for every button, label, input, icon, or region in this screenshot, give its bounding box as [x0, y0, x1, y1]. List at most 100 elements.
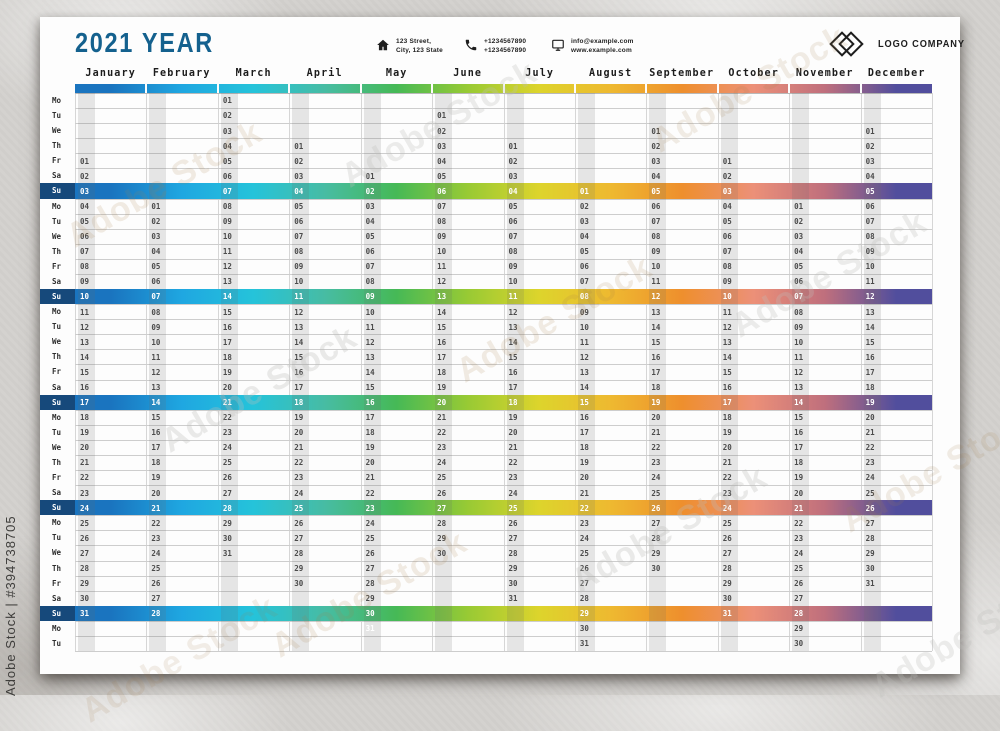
day-cell-december-30: 30	[865, 563, 875, 573]
sunday-band	[75, 500, 932, 516]
day-cell-april-13: 13	[294, 322, 304, 332]
day-cell-march-20: 20	[222, 382, 232, 392]
day-cell-august-21: 21	[579, 488, 589, 498]
day-cell-october-26: 26	[722, 533, 732, 543]
grid-row-line	[75, 153, 932, 155]
day-cell-november-11: 11	[794, 352, 804, 362]
day-cell-october-24: 24	[722, 503, 732, 513]
day-cell-december-20: 20	[865, 413, 875, 423]
day-cell-may-24: 24	[365, 518, 375, 528]
phone-line1: +1234567890	[484, 38, 527, 45]
weekday-label: Th	[52, 563, 62, 573]
weekday-label: Tu	[52, 638, 62, 648]
day-cell-may-19: 19	[365, 443, 375, 453]
day-cell-august-26: 26	[579, 563, 589, 573]
day-cell-august-23: 23	[579, 518, 589, 528]
header-bar-gap	[645, 84, 648, 93]
day-cell-december-22: 22	[865, 443, 875, 453]
day-cell-march-4: 04	[222, 141, 232, 151]
day-cell-july-2: 02	[508, 156, 518, 166]
month-header-august: August	[588, 67, 633, 79]
day-cell-may-31: 31	[365, 624, 375, 634]
sunday-label-box	[40, 183, 75, 199]
weekday-label: Fr	[52, 367, 62, 377]
column-border-line	[360, 93, 362, 651]
day-cell-october-25: 25	[722, 518, 732, 528]
month-header-november: November	[795, 67, 854, 79]
phone-icon	[465, 39, 477, 51]
day-cell-june-28: 28	[437, 518, 447, 528]
weekday-label: Su	[52, 608, 62, 618]
month-header-february: February	[153, 67, 211, 79]
day-cell-september-2: 02	[651, 141, 661, 151]
day-cell-september-15: 15	[651, 337, 661, 347]
day-cell-march-7: 07	[222, 186, 232, 196]
day-cell-june-5: 05	[437, 171, 447, 181]
day-cell-june-27: 27	[437, 503, 447, 513]
grid-row-line	[75, 138, 932, 140]
grid-row-line	[75, 650, 932, 652]
day-cell-september-27: 27	[651, 518, 661, 528]
day-cell-december-15: 15	[865, 337, 875, 347]
contact-address: 123 Street, City, 123 State	[376, 37, 443, 55]
day-cell-october-1: 01	[722, 156, 732, 166]
day-cell-february-5: 05	[151, 262, 161, 272]
day-cell-july-22: 22	[508, 458, 518, 468]
day-cell-april-15: 15	[294, 352, 304, 362]
contact-web: info@example.com www.example.com	[551, 37, 634, 55]
day-cell-august-3: 03	[579, 217, 589, 227]
day-cell-june-25: 25	[437, 473, 447, 483]
weekday-label: Tu	[52, 322, 62, 332]
day-cell-may-27: 27	[365, 563, 375, 573]
grid-row-line	[75, 424, 932, 426]
day-cell-november-13: 13	[794, 382, 804, 392]
day-cell-july-14: 14	[508, 337, 518, 347]
day-cell-february-9: 09	[151, 322, 161, 332]
day-cell-july-27: 27	[508, 533, 518, 543]
day-cell-april-7: 07	[294, 232, 304, 242]
day-cell-june-14: 14	[437, 307, 447, 317]
day-cell-march-12: 12	[222, 262, 232, 272]
day-cell-march-11: 11	[222, 247, 232, 257]
day-cell-february-18: 18	[151, 458, 161, 468]
day-cell-april-27: 27	[294, 533, 304, 543]
day-cell-april-25: 25	[294, 503, 304, 513]
day-cell-february-11: 11	[151, 352, 161, 362]
day-cell-april-2: 02	[294, 156, 304, 166]
day-cell-july-26: 26	[508, 518, 518, 528]
day-cell-january-6: 06	[80, 232, 90, 242]
day-cell-february-25: 25	[151, 563, 161, 573]
day-cell-december-3: 03	[865, 156, 875, 166]
day-cell-may-16: 16	[365, 398, 375, 408]
weekday-label: We	[52, 442, 62, 452]
day-cell-october-7: 07	[722, 247, 732, 257]
grid-row-line	[75, 304, 932, 306]
month-header-october: October	[728, 67, 779, 79]
sunday-label-box	[40, 605, 75, 621]
day-cell-november-21: 21	[794, 503, 804, 513]
header-bar-gap	[216, 84, 219, 93]
day-cell-october-22: 22	[722, 473, 732, 483]
day-cell-march-28: 28	[222, 503, 232, 513]
day-cell-may-1: 01	[365, 171, 375, 181]
day-cell-march-30: 30	[222, 533, 232, 543]
day-cell-august-17: 17	[579, 428, 589, 438]
day-cell-may-14: 14	[365, 367, 375, 377]
header-bar-gap	[573, 84, 576, 93]
day-cell-april-20: 20	[294, 428, 304, 438]
house-icon	[377, 39, 389, 51]
day-cell-august-12: 12	[579, 352, 589, 362]
day-cell-june-6: 06	[437, 186, 447, 196]
weekday-label: Mo	[52, 623, 62, 633]
sunday-label-box	[40, 289, 75, 305]
weekday-label: We	[52, 548, 62, 558]
sunday-band	[75, 394, 932, 410]
day-cell-november-6: 06	[794, 277, 804, 287]
day-cell-february-22: 22	[151, 518, 161, 528]
diamond-logo-icon	[829, 31, 864, 57]
day-cell-october-15: 15	[722, 367, 732, 377]
day-cell-january-12: 12	[80, 322, 90, 332]
day-cell-september-26: 26	[651, 503, 661, 513]
grid-row-line	[75, 108, 932, 110]
weekday-label: We	[52, 126, 62, 136]
